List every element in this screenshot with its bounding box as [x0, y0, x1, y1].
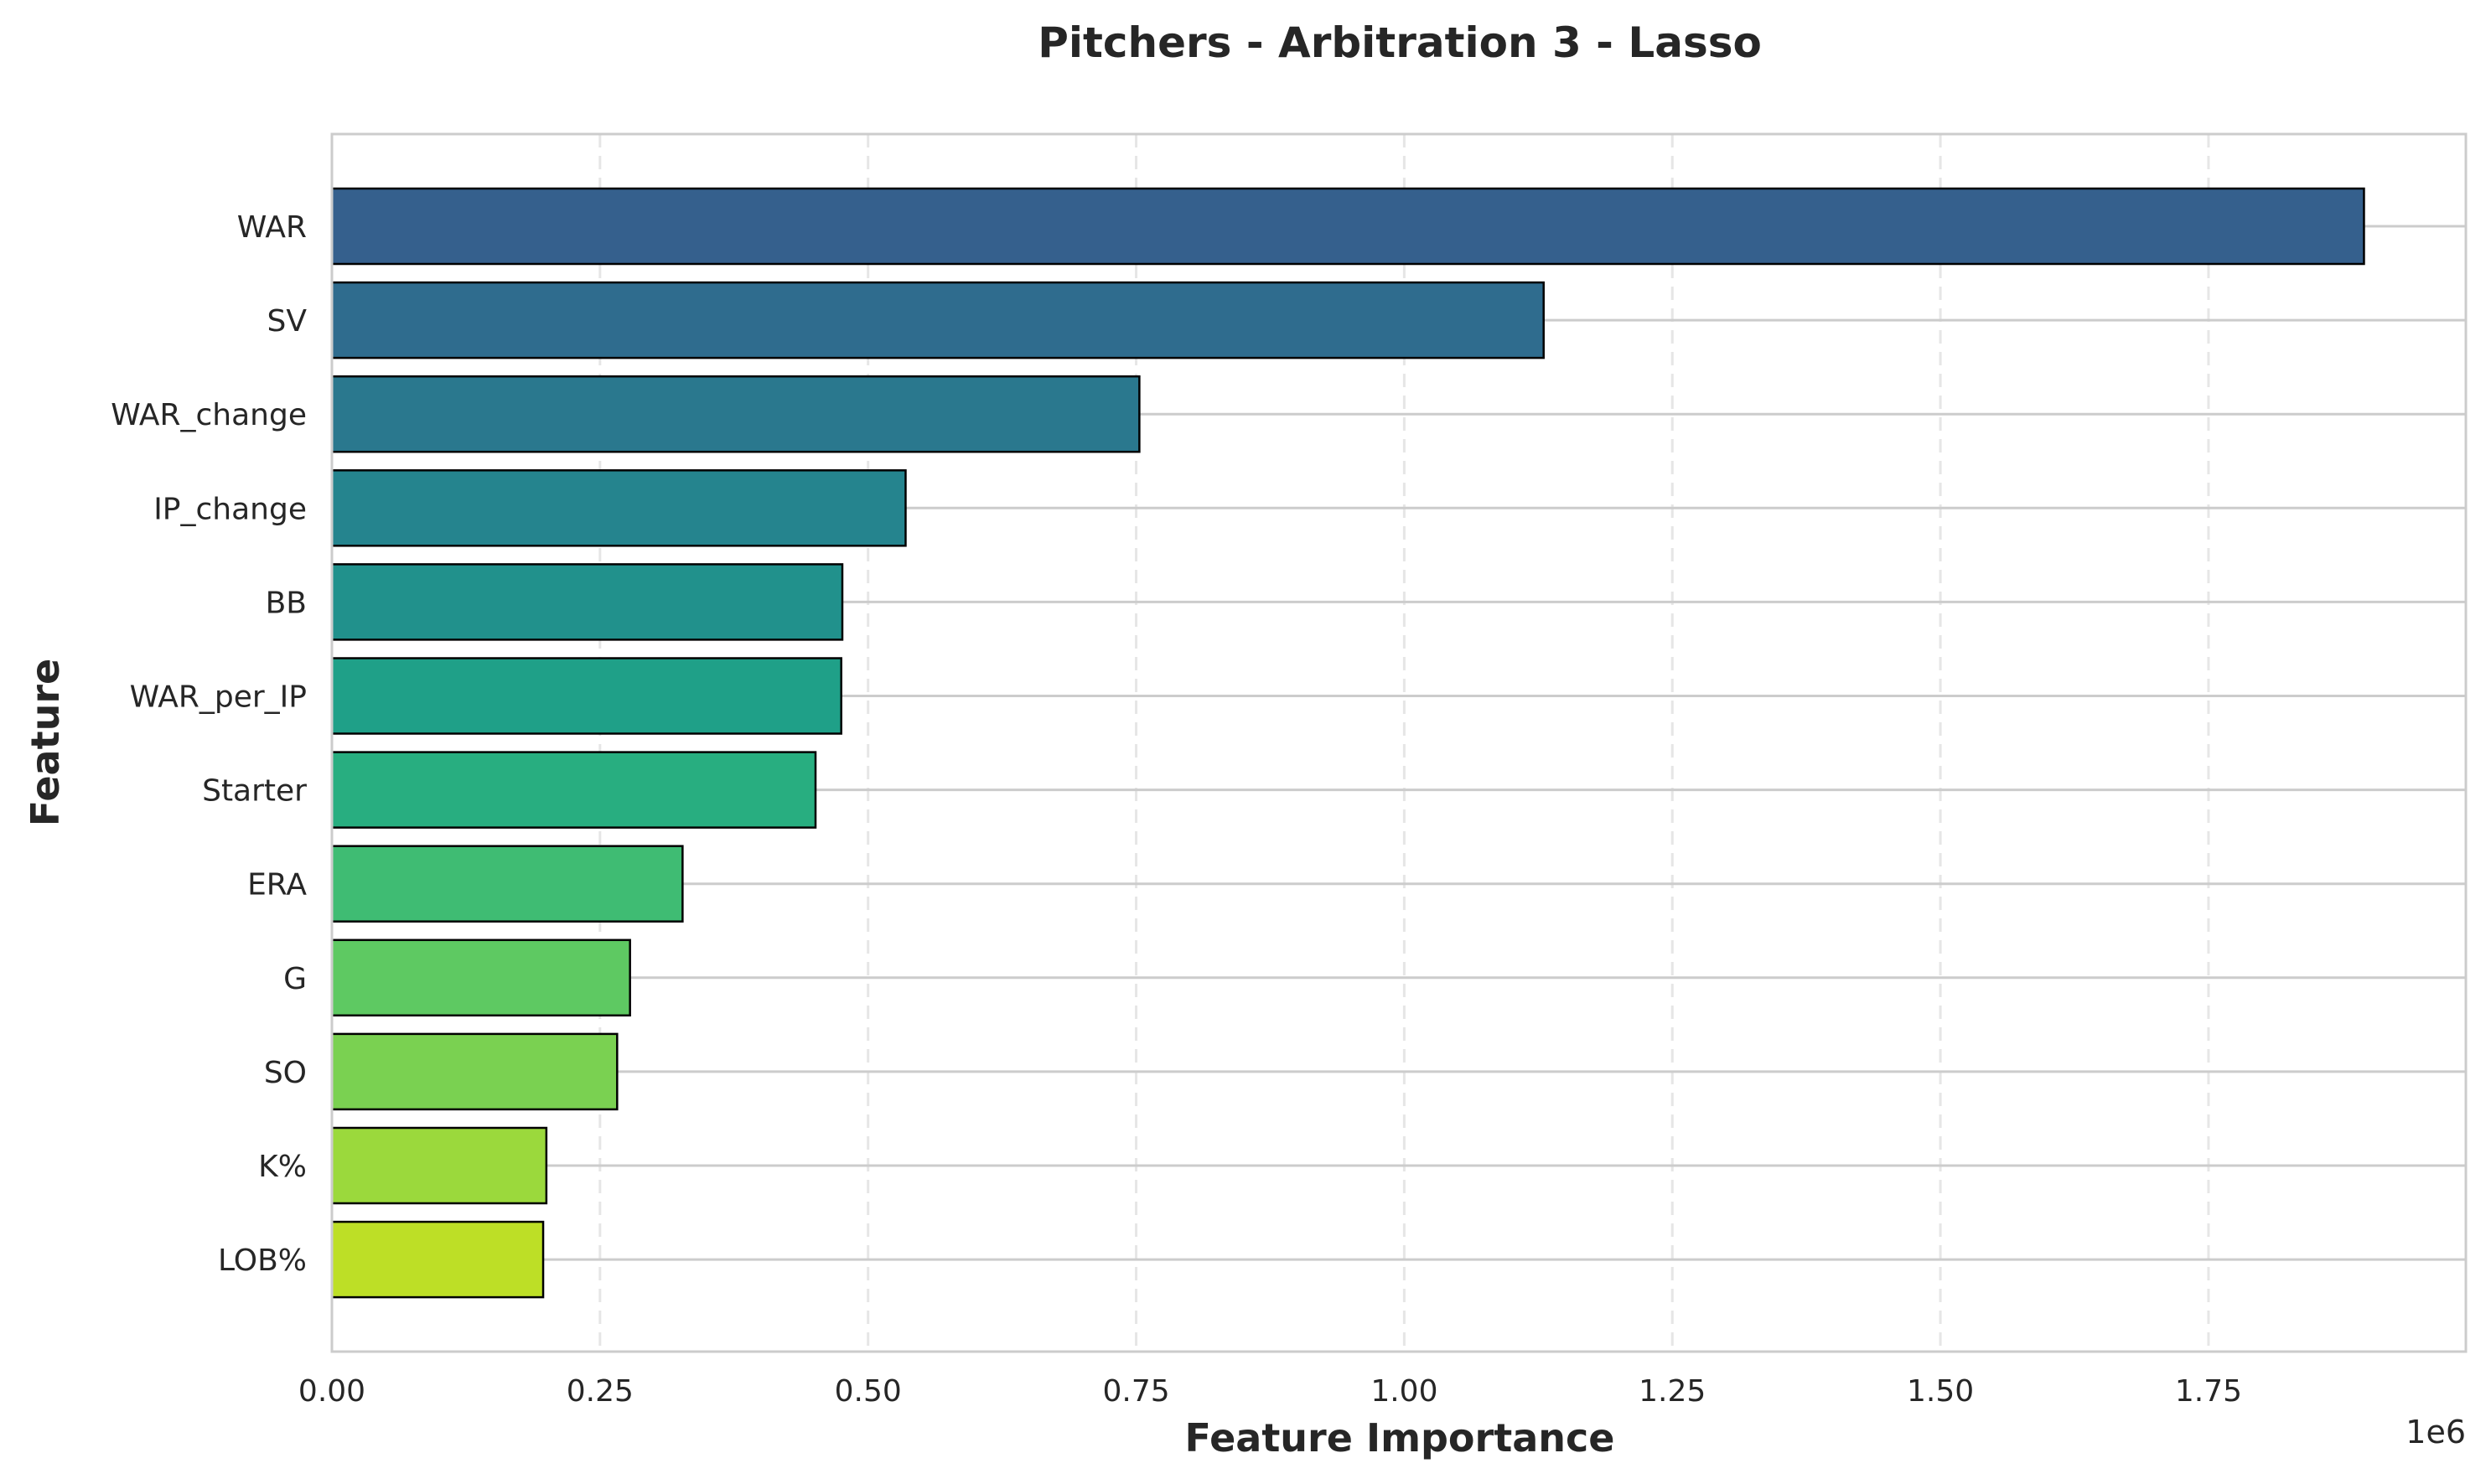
y-tick-labels: WAR SV WAR_change IP_change BB WAR_per_IP Star… — [111, 210, 307, 1278]
bar-war-per-ip — [330, 657, 842, 735]
bar-ip-change — [330, 469, 907, 547]
y-tick-label: LOB% — [218, 1244, 307, 1278]
y-tick-label: BB — [266, 586, 307, 620]
x-tick-label: 0.75 — [1102, 1374, 1169, 1409]
y-tick-label: IP_change — [153, 492, 307, 526]
y-tick-label: WAR_per_IP — [130, 680, 307, 715]
y-tick-label: ERA — [247, 868, 307, 902]
x-tick-label: 0.25 — [567, 1374, 634, 1409]
y-tick-label: SV — [267, 304, 308, 339]
bar-k- — [330, 1126, 548, 1205]
bar-sv — [330, 281, 1545, 359]
x-axis-label: Feature Importance — [1185, 1415, 1615, 1461]
x-tick-label: 0.50 — [835, 1374, 902, 1409]
x-tick-label: 0.00 — [298, 1374, 365, 1409]
bar-g — [330, 938, 631, 1017]
bars — [330, 187, 2365, 1299]
bar-war — [330, 187, 2365, 266]
y-axis-label: Feature — [23, 659, 68, 826]
bar-so — [330, 1032, 619, 1111]
bar-starter — [330, 751, 817, 829]
y-tick-label: K% — [258, 1150, 307, 1184]
y-tick-label: Starter — [202, 774, 307, 809]
bar-bb — [330, 563, 844, 641]
plot-frame — [330, 132, 2468, 1353]
x-tick-label: 1.25 — [1639, 1374, 1706, 1409]
x-tick-label: 1.75 — [2175, 1374, 2242, 1409]
bar-war-change — [330, 375, 1141, 453]
x-tick-label: 1.00 — [1370, 1374, 1437, 1409]
bar-era — [330, 845, 684, 923]
y-tick-label: WAR — [237, 210, 307, 245]
chart-title: Pitchers - Arbitration 3 - Lasso — [1038, 18, 1762, 67]
y-tick-label: WAR_change — [111, 398, 307, 432]
x-tick-label: 1.50 — [1907, 1374, 1974, 1409]
x-tick-labels: 0.00 0.25 0.50 0.75 1.00 1.25 1.50 1.75 — [298, 1374, 2242, 1409]
x-scale-label: 1e6 — [2406, 1414, 2466, 1450]
y-tick-label: G — [283, 962, 307, 996]
bar-lob- — [330, 1220, 545, 1299]
y-tick-label: SO — [264, 1056, 307, 1090]
